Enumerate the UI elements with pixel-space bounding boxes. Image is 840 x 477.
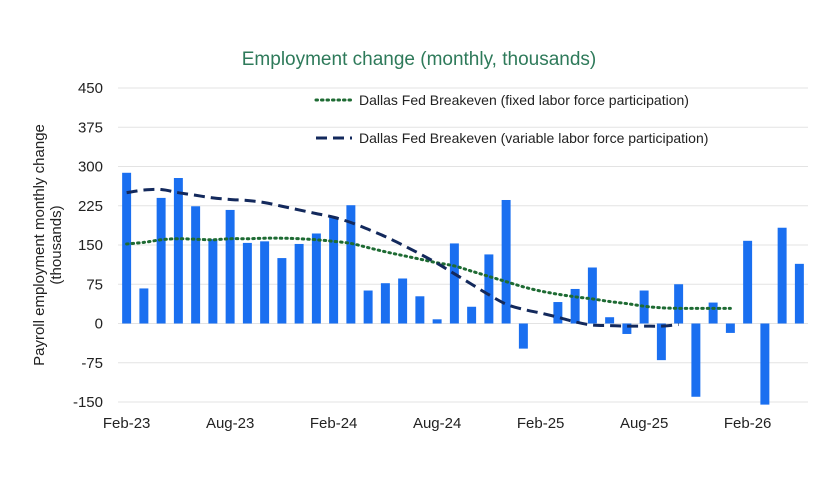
bar [122,172,132,324]
y-tick-label: -75 [81,355,103,372]
y-tick-label: 225 [78,198,103,215]
bar [777,227,787,324]
bar [277,258,287,324]
legend-label-fixed: Dallas Fed Breakeven (fixed labor force … [359,92,689,108]
bar [398,278,408,324]
legend: Dallas Fed Breakeven (fixed labor force … [314,92,708,146]
bar [518,323,528,349]
y-tick-label: 75 [86,276,103,293]
bar [725,323,735,333]
bar [449,243,459,324]
bar [794,263,804,324]
x-axis-ticks: Feb-23 Aug-23 Feb-24 Aug-24 Feb-25 Aug-25 Feb-… [103,415,772,432]
x-tick-label: Feb-24 [310,415,358,432]
bar [363,290,373,324]
x-tick-label: Feb-25 [517,415,565,432]
chart-title: Employment change (monthly, thousands) [242,49,597,70]
y-axis-label-line-1: Payroll employment monthly change [31,124,48,366]
bar [156,197,166,324]
legend-label-variable: Dallas Fed Breakeven (variable labor for… [359,130,708,146]
y-axis-label-line-2: (thousands) [48,205,65,284]
bar [415,296,425,324]
bar [760,323,770,405]
bar [587,267,597,324]
bar [329,216,339,324]
breakeven-lines [125,187,732,328]
bar [294,243,304,324]
bar [467,306,477,324]
bar [139,288,149,324]
bar [605,317,615,324]
x-tick-label: Aug-23 [206,415,254,432]
x-tick-label: Feb-26 [724,415,772,432]
bar [311,233,321,324]
bar [656,323,666,361]
bar [639,290,649,324]
bar [208,239,218,324]
y-tick-label: 150 [78,237,103,254]
bar [484,254,494,324]
x-tick-label: Aug-24 [413,415,461,432]
bar [501,199,511,324]
bar [173,178,183,324]
series-line-fixed [125,236,732,310]
x-tick-label: Aug-25 [620,415,668,432]
bar [191,206,201,324]
x-tick-label: Feb-23 [103,415,151,432]
bar [553,302,563,324]
bar [622,323,632,334]
y-tick-label: 300 [78,159,103,176]
y-tick-label: 0 [95,316,103,333]
bar [346,205,356,324]
bar [225,209,235,324]
bar [242,242,252,324]
y-tick-label: 450 [78,80,103,97]
y-axis-label: Payroll employment monthly change (thous… [31,124,65,366]
y-axis-ticks: 450 375 300 225 150 75 0 -75 -150 [73,80,103,411]
bar [674,284,684,324]
bar [432,319,442,324]
bar [570,288,580,324]
bar [691,323,701,397]
y-tick-label: 375 [78,119,103,136]
y-tick-label: -150 [73,394,103,411]
bar [260,241,270,324]
series-line-variable [126,187,679,328]
bar [380,283,390,324]
bar [708,302,718,324]
bar [743,240,753,324]
bars [122,172,804,405]
